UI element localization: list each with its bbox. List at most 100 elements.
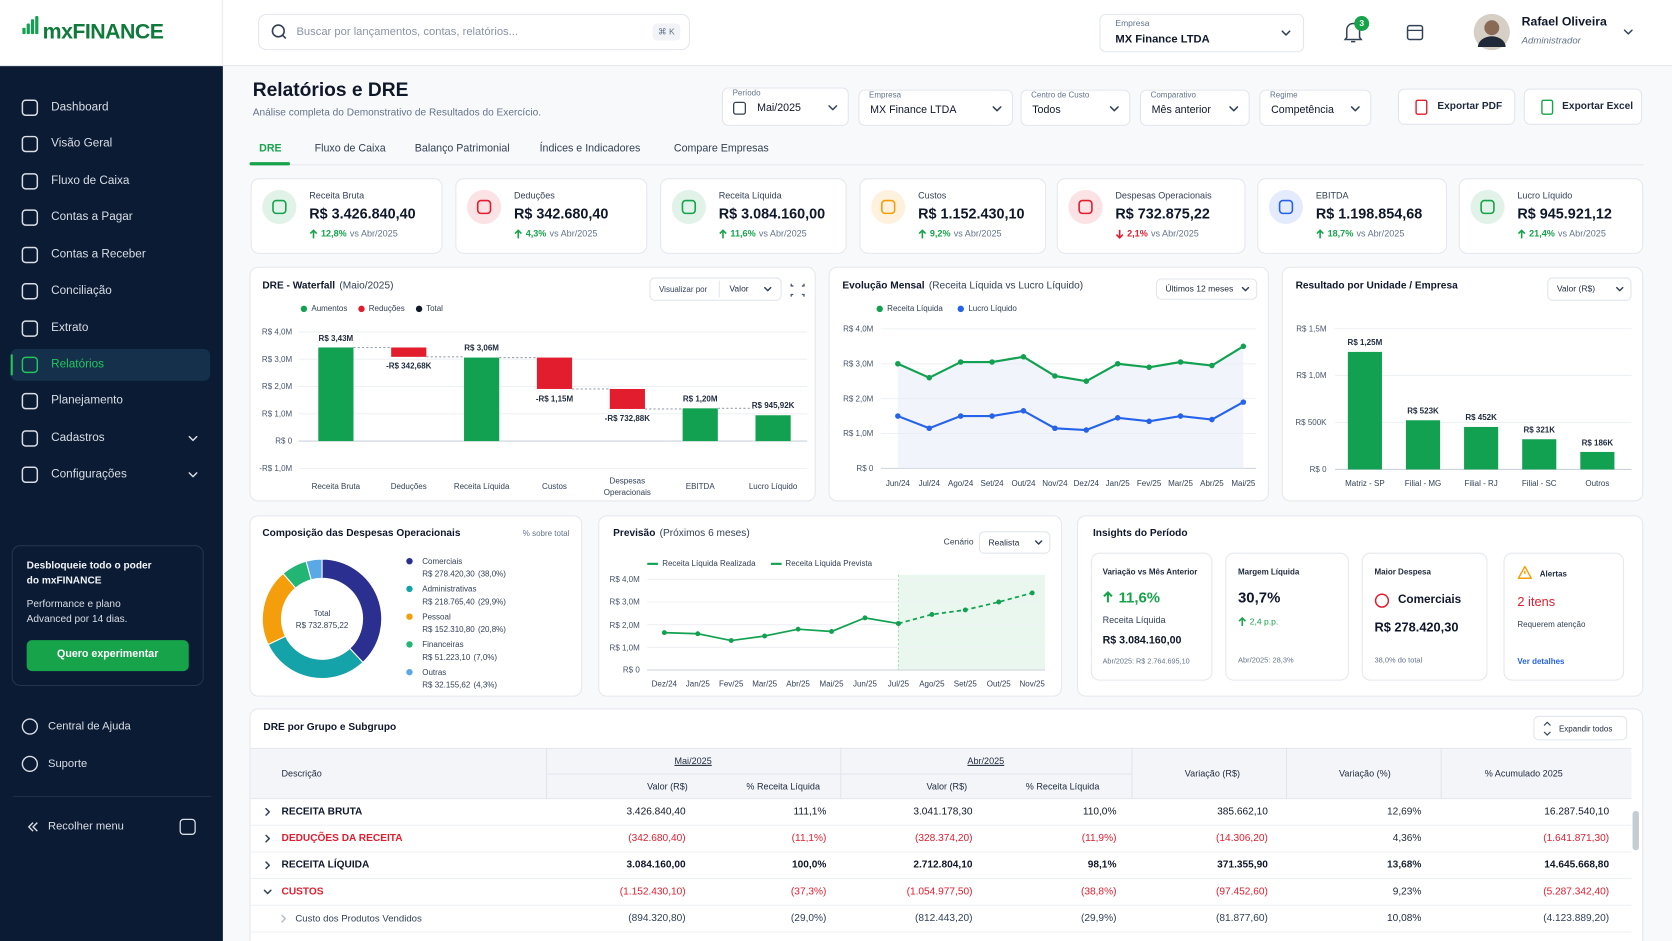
- kpi-delta-value: 2,1%: [1127, 228, 1148, 239]
- value-label: R$ 945,92K: [751, 400, 795, 411]
- menu-item[interactable]: Dashboard: [51, 100, 109, 114]
- x-tick-label: Fev/25: [1136, 478, 1162, 489]
- dropdown-value[interactable]: Valor: [729, 284, 749, 294]
- insight-value-text: 11,6%: [1118, 588, 1161, 606]
- insights-title: Insights do Período: [1092, 527, 1188, 540]
- column-header: Variação (%): [1339, 768, 1391, 779]
- chart-title-text: Previsão: [613, 527, 656, 540]
- company-select[interactable]: [1099, 13, 1305, 53]
- kpi-compare: vs Abr/2025: [758, 228, 807, 239]
- legend-label: Lucro Líquido: [968, 303, 1017, 314]
- kpi-delta-value: 18,7%: [1327, 228, 1354, 239]
- filter-value: Mai/2025: [757, 102, 801, 115]
- row-label[interactable]: DEDUÇÕES DA RECEITA: [281, 832, 403, 845]
- chart-subtitle: (Próximos 6 meses): [659, 527, 750, 540]
- dropdown-value[interactable]: Últimos 12 meses: [1165, 284, 1234, 294]
- chart-dropdown[interactable]: [978, 531, 1051, 554]
- menu-item[interactable]: Fluxo de Caixa: [51, 174, 130, 188]
- chart-title-text: DRE - Waterfall: [262, 279, 336, 292]
- menu-item[interactable]: Contas a Pagar: [51, 210, 133, 224]
- insight-label: Margem Líquida: [1238, 567, 1300, 577]
- value-label: R$ 186K: [1581, 437, 1614, 448]
- x-tick-label: Out/24: [1011, 478, 1036, 489]
- promo-text: Performance e plano Advanced por 14 dias…: [26, 598, 128, 626]
- chart-control[interactable]: [649, 277, 782, 301]
- x-tick-label: Dez/24: [1073, 478, 1099, 489]
- tab[interactable]: Balanço Patrimonial: [414, 142, 510, 155]
- dropdown-value[interactable]: Realista: [988, 537, 1020, 547]
- user-name: Rafael Oliveira: [1521, 16, 1607, 29]
- kpi-value: R$ 1.198.854,68: [1315, 205, 1423, 222]
- tab[interactable]: Fluxo de Caixa: [314, 142, 386, 155]
- insight-link[interactable]: Ver detalhes: [1517, 656, 1565, 667]
- chart-legend: Aumentos Reduções Total: [300, 303, 443, 314]
- kpi-compare: vs Abr/2025: [1558, 228, 1606, 239]
- column-header: Descrição: [281, 768, 322, 779]
- footer-link[interactable]: Suporte: [47, 757, 88, 770]
- filter-label: Comparativo: [1150, 90, 1196, 100]
- column-header: % Receita Líquida: [1025, 780, 1100, 792]
- chart-dropdown[interactable]: [1547, 277, 1632, 301]
- table-cell: 13,68%: [1387, 859, 1422, 871]
- expand-button[interactable]: [1533, 715, 1628, 741]
- tab[interactable]: Índices e Indicadores: [539, 142, 641, 155]
- promo-button[interactable]: [26, 640, 189, 672]
- menu-item[interactable]: Visão Geral: [51, 136, 113, 150]
- row-label[interactable]: RECEITA LÍQUIDA: [281, 859, 370, 871]
- legend-value: R$ 51.223,10 (7,0%): [422, 652, 497, 662]
- kpi-value: R$ 3.426.840,40: [309, 205, 416, 222]
- tab[interactable]: Compare Empresas: [673, 142, 769, 155]
- x-tick-label: Abr/25: [786, 679, 810, 689]
- chart-note: % sobre total: [522, 528, 570, 539]
- column-header: % Acumulado 2025: [1484, 768, 1563, 779]
- table-cell: (1.152.430,10): [619, 885, 686, 898]
- table-row-divider: [250, 878, 1632, 880]
- filter-select[interactable]: [858, 89, 1014, 126]
- table-cell: 98,1%: [1087, 859, 1117, 871]
- promo-title: Desbloqueie todo o poder do mxFINANCE: [26, 560, 152, 587]
- tab[interactable]: DRE: [259, 142, 282, 155]
- user-role: Administrador: [1521, 34, 1581, 46]
- x-tick-label: Ago/25: [919, 679, 945, 689]
- row-label[interactable]: CUSTOS: [281, 885, 324, 898]
- kpi-label: EBITDA: [1315, 189, 1349, 201]
- legend-swatch: [415, 305, 422, 312]
- filter-select[interactable]: [721, 87, 849, 126]
- row-label: Custo dos Produtos Vendidos: [295, 912, 422, 924]
- export-label[interactable]: Exportar Excel: [1562, 100, 1634, 113]
- table-cell: 4,36%: [1392, 832, 1422, 845]
- legend-label: Reduções: [368, 303, 405, 314]
- y-tick-label: R$ 2,0M: [843, 393, 874, 404]
- y-tick-label: R$ 1,5M: [1296, 323, 1327, 334]
- expand-label[interactable]: Expandir todos: [1558, 723, 1613, 734]
- legend-value: R$ 278.420,30 (38,0%): [422, 569, 506, 579]
- menu-item[interactable]: Planejamento: [51, 394, 123, 407]
- dropdown-value[interactable]: Valor (R$): [1556, 284, 1596, 294]
- menu-item[interactable]: Extrato: [51, 321, 89, 335]
- footer-link[interactable]: Central de Ajuda: [47, 719, 131, 733]
- legend-label: Pessoal: [422, 611, 451, 622]
- legend-label: Administrativas: [422, 584, 477, 594]
- menu-item[interactable]: Conciliação: [51, 284, 112, 298]
- menu-item[interactable]: Configurações: [51, 467, 127, 481]
- trend-icon: [1115, 229, 1124, 239]
- page-title: Relatórios e DRE: [252, 79, 409, 101]
- chart-legend: Receita Líquida Lucro Líquido: [876, 303, 1017, 314]
- collapse-menu[interactable]: Recolher menu: [47, 820, 124, 833]
- row-label[interactable]: RECEITA BRUTA: [281, 805, 363, 818]
- filter-select[interactable]: [1139, 89, 1250, 126]
- export-label[interactable]: Exportar PDF: [1437, 100, 1503, 113]
- kpi-delta-value: 11,6%: [730, 228, 756, 239]
- search-box[interactable]: [258, 13, 690, 51]
- promo-button-label[interactable]: Quero experimentar: [57, 648, 159, 661]
- chart-dropdown[interactable]: [1155, 278, 1258, 300]
- menu-item[interactable]: Relatórios: [51, 357, 105, 371]
- period-header: Abr/2025: [967, 755, 1005, 766]
- chart-title: Previsão (Próximos 6 meses): [613, 527, 750, 539]
- menu-item[interactable]: Contas a Receber: [51, 247, 146, 261]
- chart-title: Composição das Despesas Operacionais: [262, 527, 460, 539]
- x-tick-label: Receita Líquida: [453, 481, 510, 492]
- legend-amount: R$ 51.223,10: [422, 652, 471, 663]
- menu-item[interactable]: Cadastros: [51, 431, 105, 445]
- insight-card: [1225, 552, 1349, 681]
